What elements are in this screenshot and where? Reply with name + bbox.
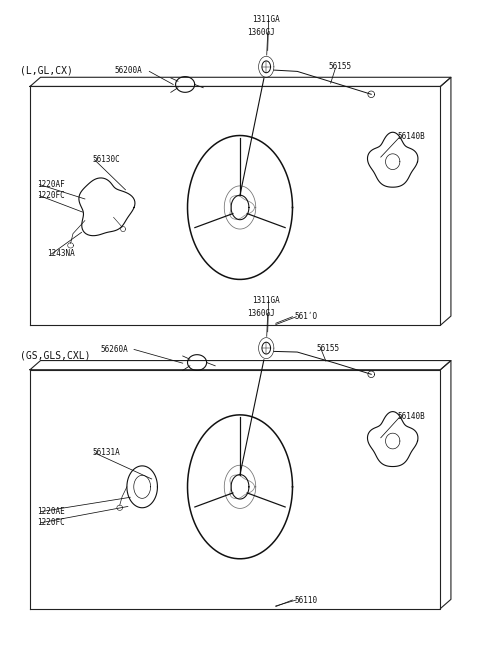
Text: 56260A: 56260A — [100, 345, 128, 354]
Text: (GS,GLS,CXL): (GS,GLS,CXL) — [21, 351, 91, 361]
Text: 1360GJ: 1360GJ — [248, 309, 276, 318]
Text: (L,GL,CX): (L,GL,CX) — [21, 65, 73, 75]
Text: 56155: 56155 — [328, 62, 351, 72]
Text: 1220FC: 1220FC — [37, 191, 65, 200]
Text: 56200A: 56200A — [114, 66, 142, 75]
Text: 56131A: 56131A — [92, 448, 120, 457]
Text: 56140B: 56140B — [397, 132, 425, 141]
Text: 1220AE: 1220AE — [37, 507, 65, 516]
Text: 56110: 56110 — [295, 595, 318, 604]
Text: 56155: 56155 — [316, 344, 339, 353]
Text: 1360GJ: 1360GJ — [248, 28, 276, 37]
Text: 561ʹO: 561ʹO — [295, 312, 318, 321]
Text: 1220AF: 1220AF — [37, 180, 65, 189]
Text: 1311GA: 1311GA — [252, 296, 280, 305]
Text: 1220FC: 1220FC — [37, 518, 65, 528]
Text: 56130C: 56130C — [92, 155, 120, 164]
Text: 56140B: 56140B — [397, 413, 425, 421]
Text: 1243NA: 1243NA — [47, 250, 74, 258]
Text: 1311GA: 1311GA — [252, 15, 280, 24]
